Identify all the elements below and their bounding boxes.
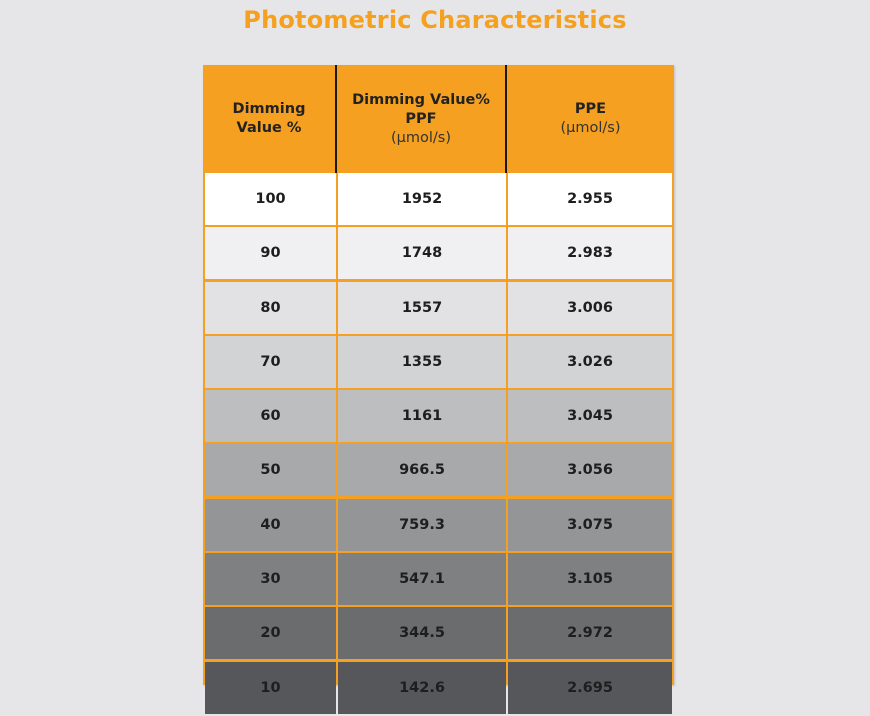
cell-dimming-value: 20: [205, 607, 336, 660]
cell-ppe: 2.955: [508, 173, 672, 225]
header-label: PPF: [405, 110, 437, 127]
cell-ppf: 1952: [338, 173, 506, 225]
cell-dimming-value: 90: [205, 227, 336, 280]
header-label: Dimming: [232, 101, 306, 117]
cell-ppe: 3.056: [508, 444, 672, 497]
header-unit: (µmol/s): [560, 120, 621, 136]
header-label: Value %: [236, 120, 302, 136]
cell-ppe: 2.972: [508, 607, 672, 660]
cell-ppf: 1557: [338, 281, 506, 334]
cell-ppe: 3.105: [508, 553, 672, 606]
cell-ppe: 3.026: [508, 335, 672, 388]
cell-dimming-value: 60: [205, 390, 336, 443]
table-row: 30 547.1 3.105: [205, 553, 672, 606]
cell-dimming-value: 50: [205, 444, 336, 497]
cell-dimming-value: 70: [205, 335, 336, 388]
header-label: PPE: [574, 101, 607, 117]
cell-dimming-value: 30: [205, 553, 336, 606]
table-row: 10 142.6 2.695: [205, 661, 672, 714]
table-row: 80 1557 3.006: [205, 281, 672, 334]
cell-ppf: 1748: [338, 227, 506, 280]
cell-ppe: 2.983: [508, 227, 672, 280]
cell-ppe: 2.695: [508, 661, 672, 714]
table-row: 60 1161 3.045: [205, 390, 672, 443]
cell-ppf: 142.6: [338, 661, 506, 714]
table-row: 40 759.3 3.075: [205, 498, 672, 551]
cell-ppe: 3.006: [508, 281, 672, 334]
table-row: 20 344.5 2.972: [205, 607, 672, 660]
cell-ppf: 966.5: [338, 444, 506, 497]
header-dimming-value: Dimming Value %: [203, 65, 337, 173]
table-row: 90 1748 2.983: [205, 227, 672, 280]
table-body: 100 1952 2.955 90 1748 2.983 80 1557 3.006 70 1355…: [205, 173, 672, 716]
table-row: 100 1952 2.955: [205, 173, 672, 225]
header-label: Dimming Value%: [352, 91, 490, 108]
cell-dimming-value: 10: [205, 661, 336, 714]
cell-dimming-value: 80: [205, 281, 336, 334]
cell-ppe: 3.045: [508, 390, 672, 443]
header-ppf: Dimming Value% PPF (µmol/s): [337, 65, 507, 173]
cell-ppf: 1161: [338, 390, 506, 443]
page-title: Photometric Characteristics: [243, 6, 627, 34]
table-row: 70 1355 3.026: [205, 335, 672, 388]
cell-ppf: 1355: [338, 335, 506, 388]
photometric-table: Dimming Value % Dimming Value% PPF (µmol…: [203, 65, 674, 714]
cell-dimming-value: 40: [205, 498, 336, 551]
cell-ppf: 759.3: [338, 498, 506, 551]
table-row: 50 966.5 3.056: [205, 444, 672, 497]
cell-dimming-value: 100: [205, 173, 336, 225]
header-ppe: PPE (µmol/s): [507, 65, 674, 173]
header-unit: (µmol/s): [390, 129, 451, 146]
cell-ppf: 344.5: [338, 607, 506, 660]
table-header: Dimming Value % Dimming Value% PPF (µmol…: [203, 65, 674, 173]
cell-ppe: 3.075: [508, 498, 672, 551]
cell-ppf: 547.1: [338, 553, 506, 606]
